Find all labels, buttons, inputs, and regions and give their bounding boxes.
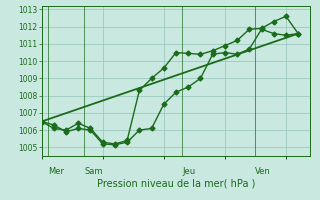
Text: Sam: Sam: [84, 167, 103, 176]
Text: Mer: Mer: [48, 167, 64, 176]
X-axis label: Pression niveau de la mer( hPa ): Pression niveau de la mer( hPa ): [97, 178, 255, 188]
Text: Jeu: Jeu: [182, 167, 195, 176]
Text: Ven: Ven: [255, 167, 271, 176]
